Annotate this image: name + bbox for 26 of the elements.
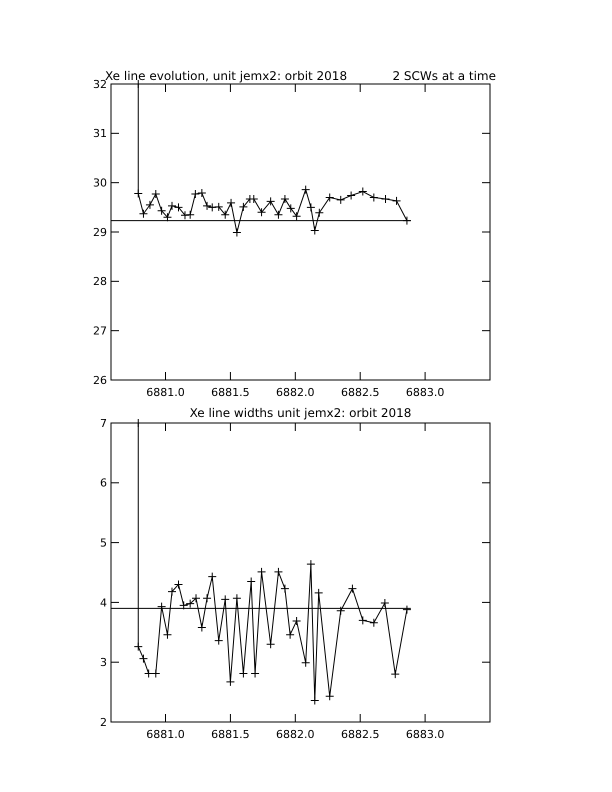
x-tick-label: 6882.0	[276, 386, 315, 399]
chart-subtitle: 2 SCWs at a time	[392, 69, 496, 83]
y-tick-label: 28	[93, 275, 107, 288]
y-tick-label: 32	[93, 78, 107, 91]
y-tick-label: 6	[100, 476, 107, 490]
y-tick-label: 31	[93, 127, 107, 140]
x-tick-label: 6881.5	[211, 728, 250, 741]
chart-title: Xe line evolution, unit jemx2: orbit 2018	[105, 69, 348, 83]
x-tick-label: 6882.5	[340, 386, 380, 399]
x-tick-label: 6881.0	[146, 728, 185, 741]
x-tick-label: 6881.0	[146, 386, 185, 399]
x-tick-label: 6883.0	[406, 386, 444, 399]
y-tick-label: 30	[93, 176, 107, 190]
x-tick-label: 6881.5	[211, 386, 250, 399]
chart-title: Xe line widths unit jemx2: orbit 2018	[190, 406, 412, 420]
y-tick-label: 26	[93, 374, 107, 387]
y-tick-label: 29	[93, 226, 107, 239]
y-tick-label: 2	[100, 716, 107, 729]
y-tick-label: 27	[93, 324, 107, 338]
x-tick-label: 6882.0	[276, 728, 315, 741]
y-tick-label: 3	[100, 656, 107, 670]
y-tick-label: 5	[100, 536, 107, 550]
x-tick-label: 6883.0	[406, 728, 444, 741]
y-tick-label: 7	[100, 416, 107, 430]
x-tick-label: 6882.5	[340, 728, 380, 741]
y-tick-label: 4	[100, 596, 107, 610]
